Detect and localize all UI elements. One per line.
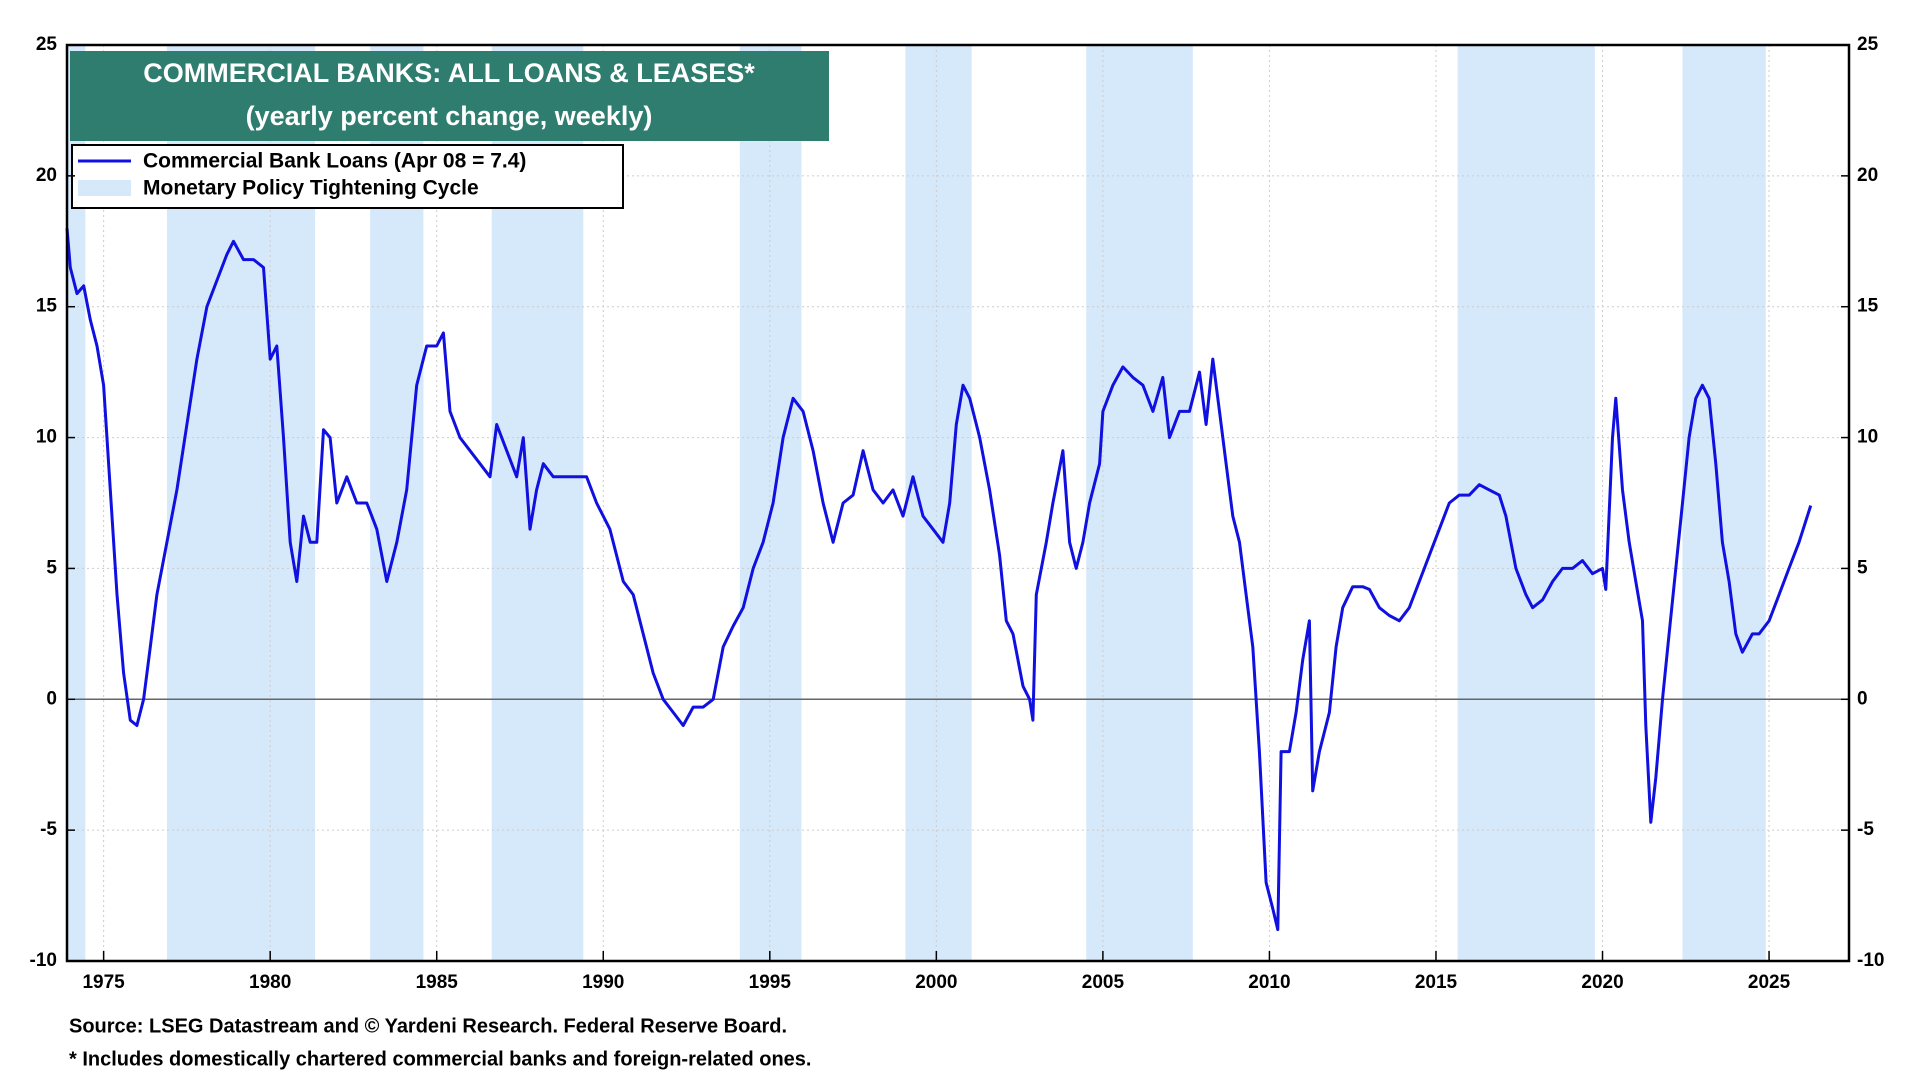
x-tick-label: 2025 (1748, 972, 1791, 993)
title-box (70, 51, 829, 141)
y2-tick-label: 15 (1857, 296, 1879, 317)
x-tick-label: 2010 (1248, 972, 1290, 993)
y-tick-label: 15 (36, 296, 58, 317)
tightening-band (1086, 45, 1193, 961)
x-tick-label: 1980 (249, 972, 291, 993)
y-tick-label: 0 (46, 688, 57, 709)
y2-tick-label: -5 (1857, 819, 1874, 840)
tightening-band (1457, 45, 1595, 961)
legend-label: Monetary Policy Tightening Cycle (143, 177, 479, 200)
tightening-band (739, 45, 802, 961)
legend-band (78, 180, 131, 196)
y-tick-label: 5 (46, 557, 57, 578)
chart-subtitle: (yearly percent change, weekly) (246, 101, 653, 131)
y2-tick-label: 10 (1857, 427, 1878, 448)
y2-tick-label: -10 (1857, 950, 1884, 971)
legend-box (71, 144, 624, 209)
x-tick-label: 2015 (1415, 972, 1458, 993)
y2-tick-label: 0 (1857, 688, 1868, 709)
plot-frame (65, 43, 1851, 963)
chart-title: COMMERCIAL BANKS: ALL LOANS & LEASES* (143, 58, 755, 88)
note: * Includes domestically chartered commer… (69, 1048, 811, 1070)
source: Source: LSEG Datastream and © Yardeni Re… (69, 1015, 787, 1037)
tightening-band (905, 45, 972, 961)
x-tick-label: 2000 (915, 972, 957, 993)
x-tick-label: 2005 (1082, 972, 1125, 993)
legend-label: Commercial Bank Loans (Apr 08 = 7.4) (143, 150, 526, 173)
y-tick-label: -10 (30, 950, 57, 971)
y-tick-label: 10 (36, 427, 57, 448)
x-tick-label: 1990 (582, 972, 624, 993)
y2-tick-label: 25 (1857, 34, 1879, 55)
lines (65, 228, 1813, 932)
y-tick-label: -5 (40, 819, 57, 840)
x-tick-label: 2020 (1581, 972, 1623, 993)
y-tick-label: 20 (36, 165, 57, 186)
tightening-band (1682, 45, 1766, 961)
x-tick-label: 1985 (416, 972, 459, 993)
x-tick-label: 1995 (749, 972, 792, 993)
y2-tick-label: 20 (1857, 165, 1878, 186)
bands (67, 45, 1766, 961)
y-tick-label: 25 (36, 34, 58, 55)
y2-tick-label: 5 (1857, 557, 1868, 578)
x-tick-label: 1975 (82, 972, 125, 993)
series-line (65, 228, 1813, 932)
